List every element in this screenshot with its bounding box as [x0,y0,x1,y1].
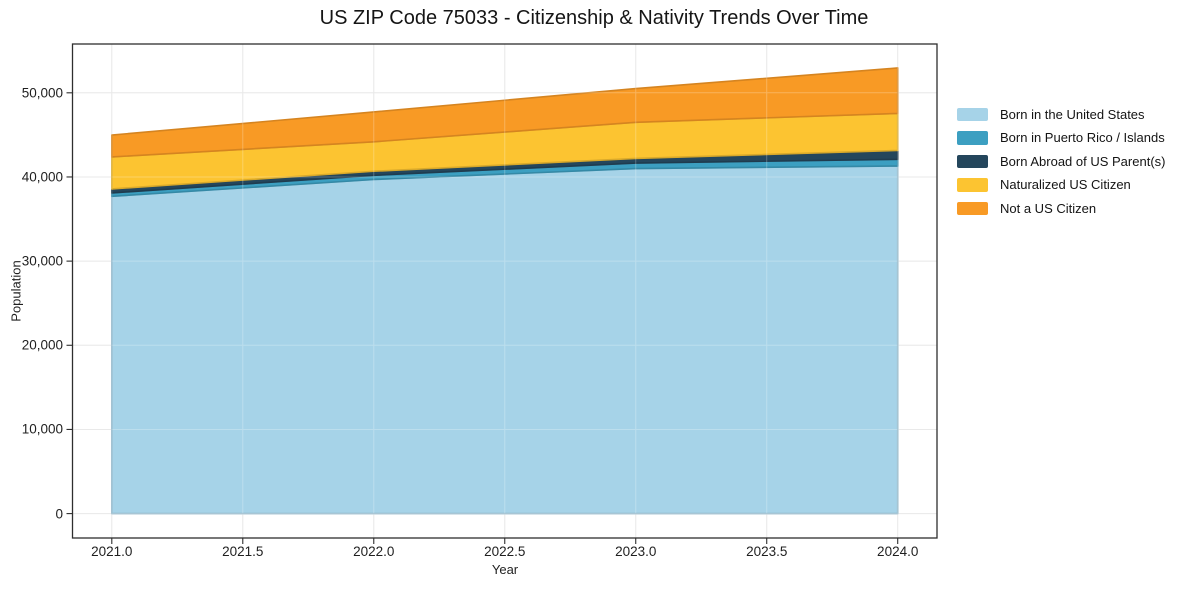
tick-marks [66,92,899,544]
legend-item: Born Abroad of US Parent(s) [957,154,1165,169]
legend-label: Born in the United States [1000,106,1145,122]
legend-item: Born in Puerto Rico / Islands [957,130,1165,146]
x-axis-label: Year [491,562,519,577]
legend-item: Born in the United States [957,107,1165,122]
x-tick-label: 2022.0 [353,544,395,559]
x-tick-label: 2023.0 [615,544,657,559]
x-tick-label: 2024.0 [877,544,919,559]
y-tick-label: 50,000 [21,85,63,101]
legend-swatch [957,201,988,215]
chart-title: US ZIP Code 75033 - Citizenship & Nativi… [319,7,869,29]
legend-swatch [957,154,988,168]
gridlines-overlay [72,44,937,538]
stacked-areas [110,67,899,515]
y-tick-label: 10,000 [21,421,63,437]
y-tick-label: 0 [55,506,63,522]
x-tick-label: 2021.0 [91,544,133,559]
legend-label: Born in Puerto Rico / Islands [1000,130,1165,146]
legend-item: Not a US Citizen [957,201,1165,216]
area-series-4 [110,67,899,158]
legend-swatch [957,107,988,121]
legend-swatch [957,178,988,192]
y-tick-label: 30,000 [21,253,63,269]
legend-label: Naturalized US Citizen [1000,177,1131,193]
x-tick-label: 2023.5 [746,544,788,559]
legend: Born in the United States Born in Puerto … [957,107,1165,216]
legend-item: Naturalized US Citizen [957,177,1165,193]
legend-label: Not a US Citizen [1000,200,1097,216]
legend-swatch [957,131,988,145]
x-tick-label: 2022.5 [484,544,526,559]
legend-label: Born Abroad of US Parent(s) [1000,153,1166,169]
y-tick-label: 20,000 [21,337,63,353]
y-tick-label: 40,000 [21,169,63,185]
x-tick-label: 2021.5 [222,544,264,559]
